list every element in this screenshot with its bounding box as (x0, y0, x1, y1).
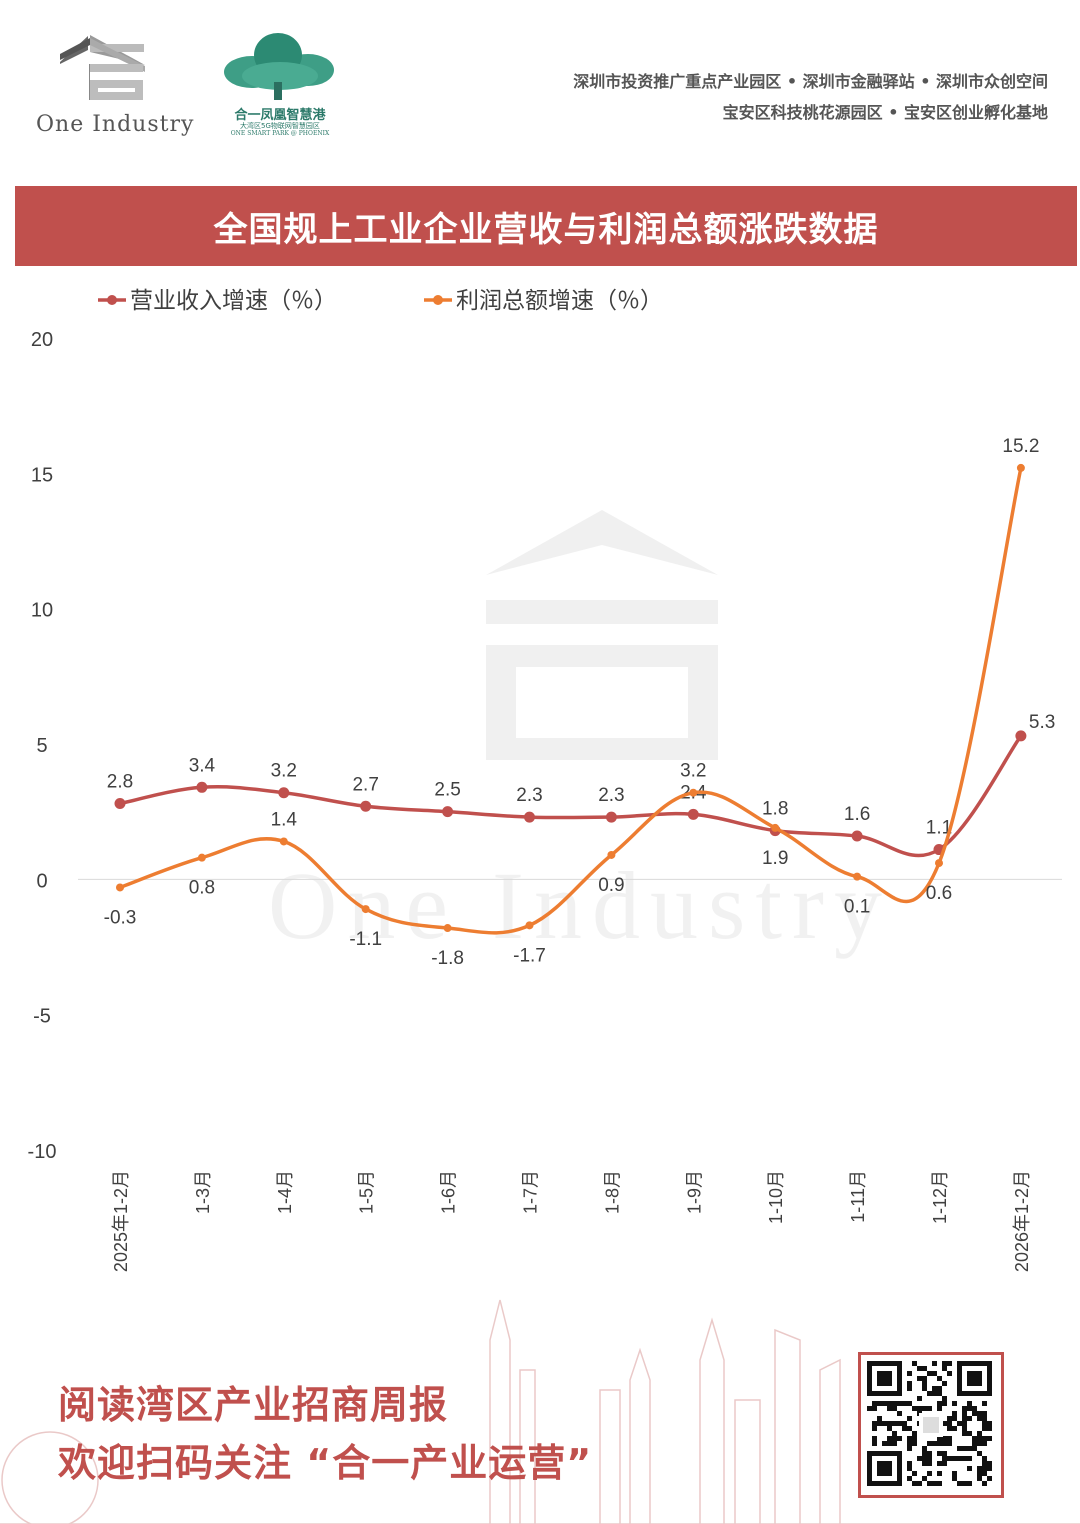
y-tick-label: 5 (36, 735, 47, 757)
data-label: 2.8 (107, 772, 133, 793)
data-point (853, 872, 862, 881)
x-tick-label: 1-11月 (848, 1170, 868, 1223)
legend-label: 利润总额增速（％） (456, 288, 663, 314)
data-point (116, 883, 124, 892)
data-label: 15.2 (1002, 436, 1039, 457)
data-label: 0.9 (598, 875, 624, 896)
x-tick-label: 1-10月 (766, 1170, 786, 1224)
data-point (361, 905, 370, 914)
x-tick-label: 2025年1-2月 (111, 1170, 131, 1272)
data-point (197, 853, 206, 862)
data-label: 0.1 (844, 897, 870, 918)
x-tick-label: 1-5月 (357, 1170, 377, 1214)
phoenix-tree-logo-icon (224, 33, 334, 100)
header-line-2: 宝安区科技桃花源园区 • 宝安区创业孵化基地 (722, 103, 1048, 122)
phoenix-logo-name: 合一凤凰智慧港 (234, 108, 326, 123)
line-chart: One Industry 20 15 10 5 0 -5 -10 2025年1-2月 1-3月… (28, 288, 1062, 1272)
data-label: 1.8 (762, 799, 788, 820)
footer-line-2: 欢迎扫码关注 “合一产业运营” (58, 1441, 593, 1485)
data-point (851, 830, 863, 842)
data-point (114, 798, 126, 810)
legend: 营业收入增速（％） 利润总额增速（％） (98, 288, 663, 314)
x-tick-label: 1-8月 (602, 1170, 622, 1214)
y-tick-label: -10 (28, 1141, 57, 1163)
legend-marker (433, 295, 443, 305)
data-point (525, 921, 534, 930)
data-label: 1.1 (926, 818, 952, 839)
data-label: -1.1 (349, 929, 382, 950)
data-point (278, 787, 290, 799)
one-industry-logo-text: One Industry (36, 112, 195, 137)
one-industry-logo-icon (60, 35, 145, 100)
x-tick-label: 1-12月 (930, 1170, 950, 1224)
y-axis: 20 15 10 5 0 -5 -10 (28, 329, 1062, 1163)
data-point (689, 788, 698, 797)
watermark-logo-icon (486, 510, 718, 760)
data-label: 3.2 (680, 761, 706, 782)
data-label: 2.3 (516, 785, 542, 806)
data-label: 3.4 (189, 755, 216, 776)
x-tick-label: 1-6月 (439, 1170, 459, 1214)
data-point (1015, 730, 1027, 742)
data-point (442, 806, 454, 818)
series-layer: 2.83.43.22.72.52.32.32.41.81.61.15.3-0.3… (104, 436, 1056, 969)
data-point (605, 811, 617, 823)
y-tick-label: 20 (31, 329, 53, 351)
legend-label: 营业收入增速（％） (130, 288, 337, 314)
footer-line-1: 阅读湾区产业招商周报 (58, 1383, 449, 1427)
data-label: 0.6 (926, 883, 952, 904)
title-banner: 全国规上工业企业营收与利润总额涨跌数据 (15, 186, 1077, 266)
x-tick-label: 2026年1-2月 (1012, 1170, 1032, 1272)
x-tick-label: 1-4月 (275, 1170, 295, 1214)
data-label: 2.7 (352, 774, 378, 795)
data-label: 3.2 (271, 761, 297, 782)
watermark-text: One Industry (268, 852, 892, 959)
legend-marker (107, 295, 117, 305)
x-tick-label: 1-7月 (521, 1170, 541, 1214)
data-label: 0.8 (189, 878, 215, 899)
data-label: 5.3 (1029, 712, 1055, 733)
data-point (687, 808, 699, 820)
x-tick-label: 1-9月 (684, 1170, 704, 1214)
data-label: 1.6 (844, 804, 870, 825)
data-label: 1.4 (271, 809, 298, 830)
data-point (360, 800, 372, 812)
data-label: -1.8 (431, 948, 464, 969)
phoenix-logo-subtitle: 大湾区5G物联网智慧园区 (240, 122, 320, 130)
data-label: 2.3 (598, 785, 624, 806)
data-point (1016, 463, 1025, 472)
data-point (196, 781, 208, 793)
x-axis: 2025年1-2月 1-3月 1-4月 1-5月 1-6月 1-7月 1-8月 1-9月 1-1… (111, 1170, 1032, 1272)
data-label: 2.5 (434, 780, 460, 801)
data-point (524, 811, 535, 823)
data-label: -1.7 (513, 945, 546, 966)
data-point (935, 859, 943, 868)
city-skyline-decoration (0, 1299, 1080, 1524)
chart-title: 全国规上工业企业营收与利润总额涨跌数据 (213, 209, 879, 250)
y-tick-label: -5 (33, 1006, 51, 1028)
x-tick-label: 1-3月 (193, 1170, 213, 1214)
phoenix-logo-english: ONE SMART PARK @ PHOENIX (230, 130, 330, 137)
qr-code-icon[interactable] (858, 1352, 1004, 1498)
data-point (279, 837, 288, 846)
data-point (771, 823, 780, 832)
data-point (443, 924, 452, 933)
y-tick-label: 10 (31, 600, 53, 622)
header-line-1: 深圳市投资推广重点产业园区 • 深圳市金融驿站 • 深圳市众创空间 (573, 72, 1048, 91)
y-tick-label: 0 (36, 870, 47, 892)
y-tick-label: 15 (31, 464, 53, 486)
data-point (607, 850, 616, 859)
data-label: -0.3 (104, 907, 137, 928)
data-label: 1.9 (762, 848, 788, 869)
